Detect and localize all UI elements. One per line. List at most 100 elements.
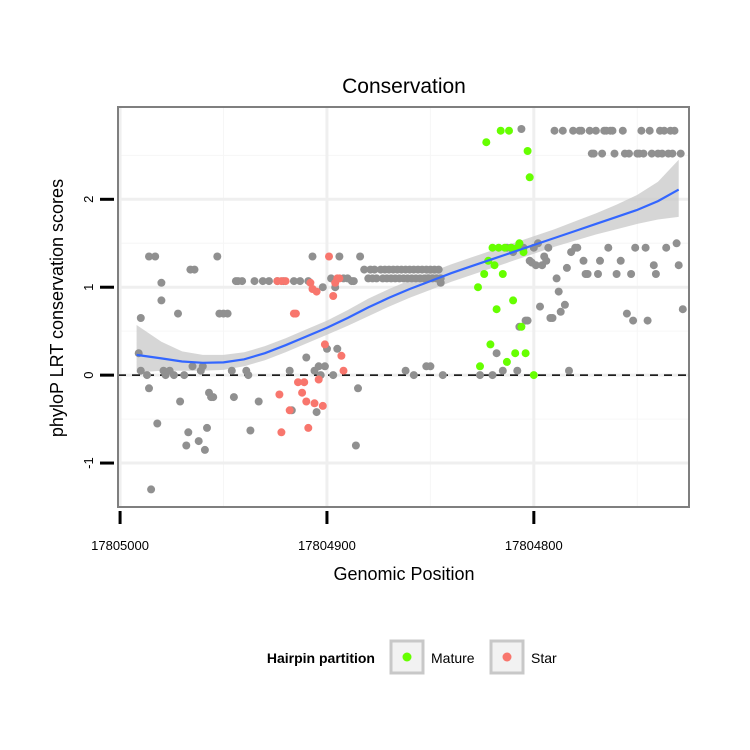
data-point-other [136,314,145,322]
data-point-other [302,353,311,362]
data-point-other [476,371,484,380]
y-tick-label: -1 [81,457,96,469]
data-point-other [360,265,369,274]
data-point-mature [492,305,501,314]
data-point-other [188,362,197,371]
y-tick-label: 2 [81,196,96,203]
data-point-star [329,292,338,300]
data-point-other [182,441,191,450]
data-point-other [517,125,526,133]
data-point-other [558,126,567,135]
data-point-other [143,371,151,380]
legend-swatch-star [502,652,512,662]
data-point-other [668,149,677,158]
data-point-other [579,256,588,265]
data-point-other [157,278,166,287]
data-point-other [209,393,218,402]
data-point-other [513,366,522,375]
data-point-other [289,277,298,286]
data-point-other [174,309,182,318]
legend-swatch-mature [402,652,412,662]
data-point-other [488,371,497,380]
data-point-other [622,309,631,318]
data-point-other [660,126,669,135]
data-point-other [265,277,273,286]
data-point-other [349,277,358,286]
data-point-star [339,366,348,375]
data-point-star [294,378,302,387]
data-point-other [554,287,563,296]
data-point-other [312,408,321,417]
data-point-other [244,371,253,380]
data-point-other [589,149,598,158]
data-point-mature [494,243,503,252]
data-point-other [637,126,646,135]
data-point-other [356,252,365,261]
data-point-star [310,399,319,408]
data-point-other [285,366,294,375]
data-point-other [645,126,654,135]
legend-title: Hairpin partition [267,650,375,666]
data-point-other [401,366,410,375]
data-point-other [426,362,435,371]
data-point-other [370,265,379,274]
data-point-other [438,371,447,380]
data-point-other [544,243,553,252]
data-point-other [200,445,209,454]
data-point-other [203,423,211,432]
data-point-other [616,256,625,265]
data-point-other [651,270,660,278]
legend-label-star: Star [531,650,557,666]
data-point-star [300,378,309,387]
data-point-other [591,126,600,135]
y-tick-label: 0 [81,372,96,379]
data-point-other [647,149,656,158]
data-point-mature [476,362,484,371]
data-point-mature [515,239,524,248]
y-tick-label: 1 [81,284,96,291]
data-point-other [176,397,185,406]
smooth-line-layer [136,188,680,364]
data-point-other [565,366,573,375]
x-tick-label: 17804800 [505,538,563,553]
grid [118,107,689,507]
data-point-other [333,344,342,353]
data-point-other [492,349,501,358]
data-point-other [670,126,679,135]
data-point-star [285,406,294,415]
plot-panel [118,107,689,507]
data-point-other [314,362,323,371]
data-point-star [325,252,333,261]
data-point-other [608,126,617,135]
data-point-mature [490,261,499,270]
data-point-other [329,371,338,380]
data-point-other [229,393,238,402]
data-point-other [562,263,571,272]
data-point-other [531,261,540,270]
data-point-other [296,277,305,286]
data-point-other [238,277,247,286]
data-point-other [169,371,178,380]
data-point-mature [502,357,511,366]
data-point-other [573,243,582,252]
data-point-other [585,126,594,135]
data-point-mature [521,349,530,358]
data-point-other [594,270,602,278]
data-point-star [312,287,321,296]
data-point-mature [529,371,538,380]
data-point-star [291,309,300,318]
data-point-mature [480,270,489,278]
data-point-other [136,366,145,375]
data-point-other [184,428,193,437]
data-point-other [618,126,627,135]
data-point-other [147,485,156,494]
x-axis-label: Genomic Position [333,564,474,584]
data-point-other [649,261,658,270]
data-point-other [254,397,263,406]
data-point-other [498,366,507,375]
data-point-other [351,441,360,450]
data-point-other [577,126,586,135]
data-point-other [354,384,362,393]
data-point-other [560,300,569,309]
